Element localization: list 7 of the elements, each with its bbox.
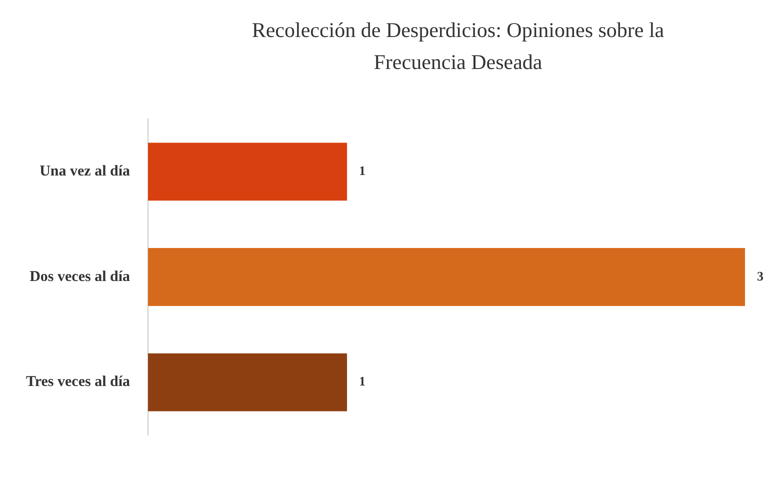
y-tick-label: Tres veces al día [26, 374, 131, 390]
y-tick-label: Dos veces al día [30, 268, 130, 285]
chart-title: Recolección de Desperdicios: Opiniones sobre la Frecuencia Deseada [250, 17, 666, 76]
y-tick-label: Una vez al día [40, 164, 131, 180]
data-label: 1 [359, 163, 366, 178]
data-label: 3 [757, 268, 764, 284]
data-label: 1 [359, 374, 366, 389]
